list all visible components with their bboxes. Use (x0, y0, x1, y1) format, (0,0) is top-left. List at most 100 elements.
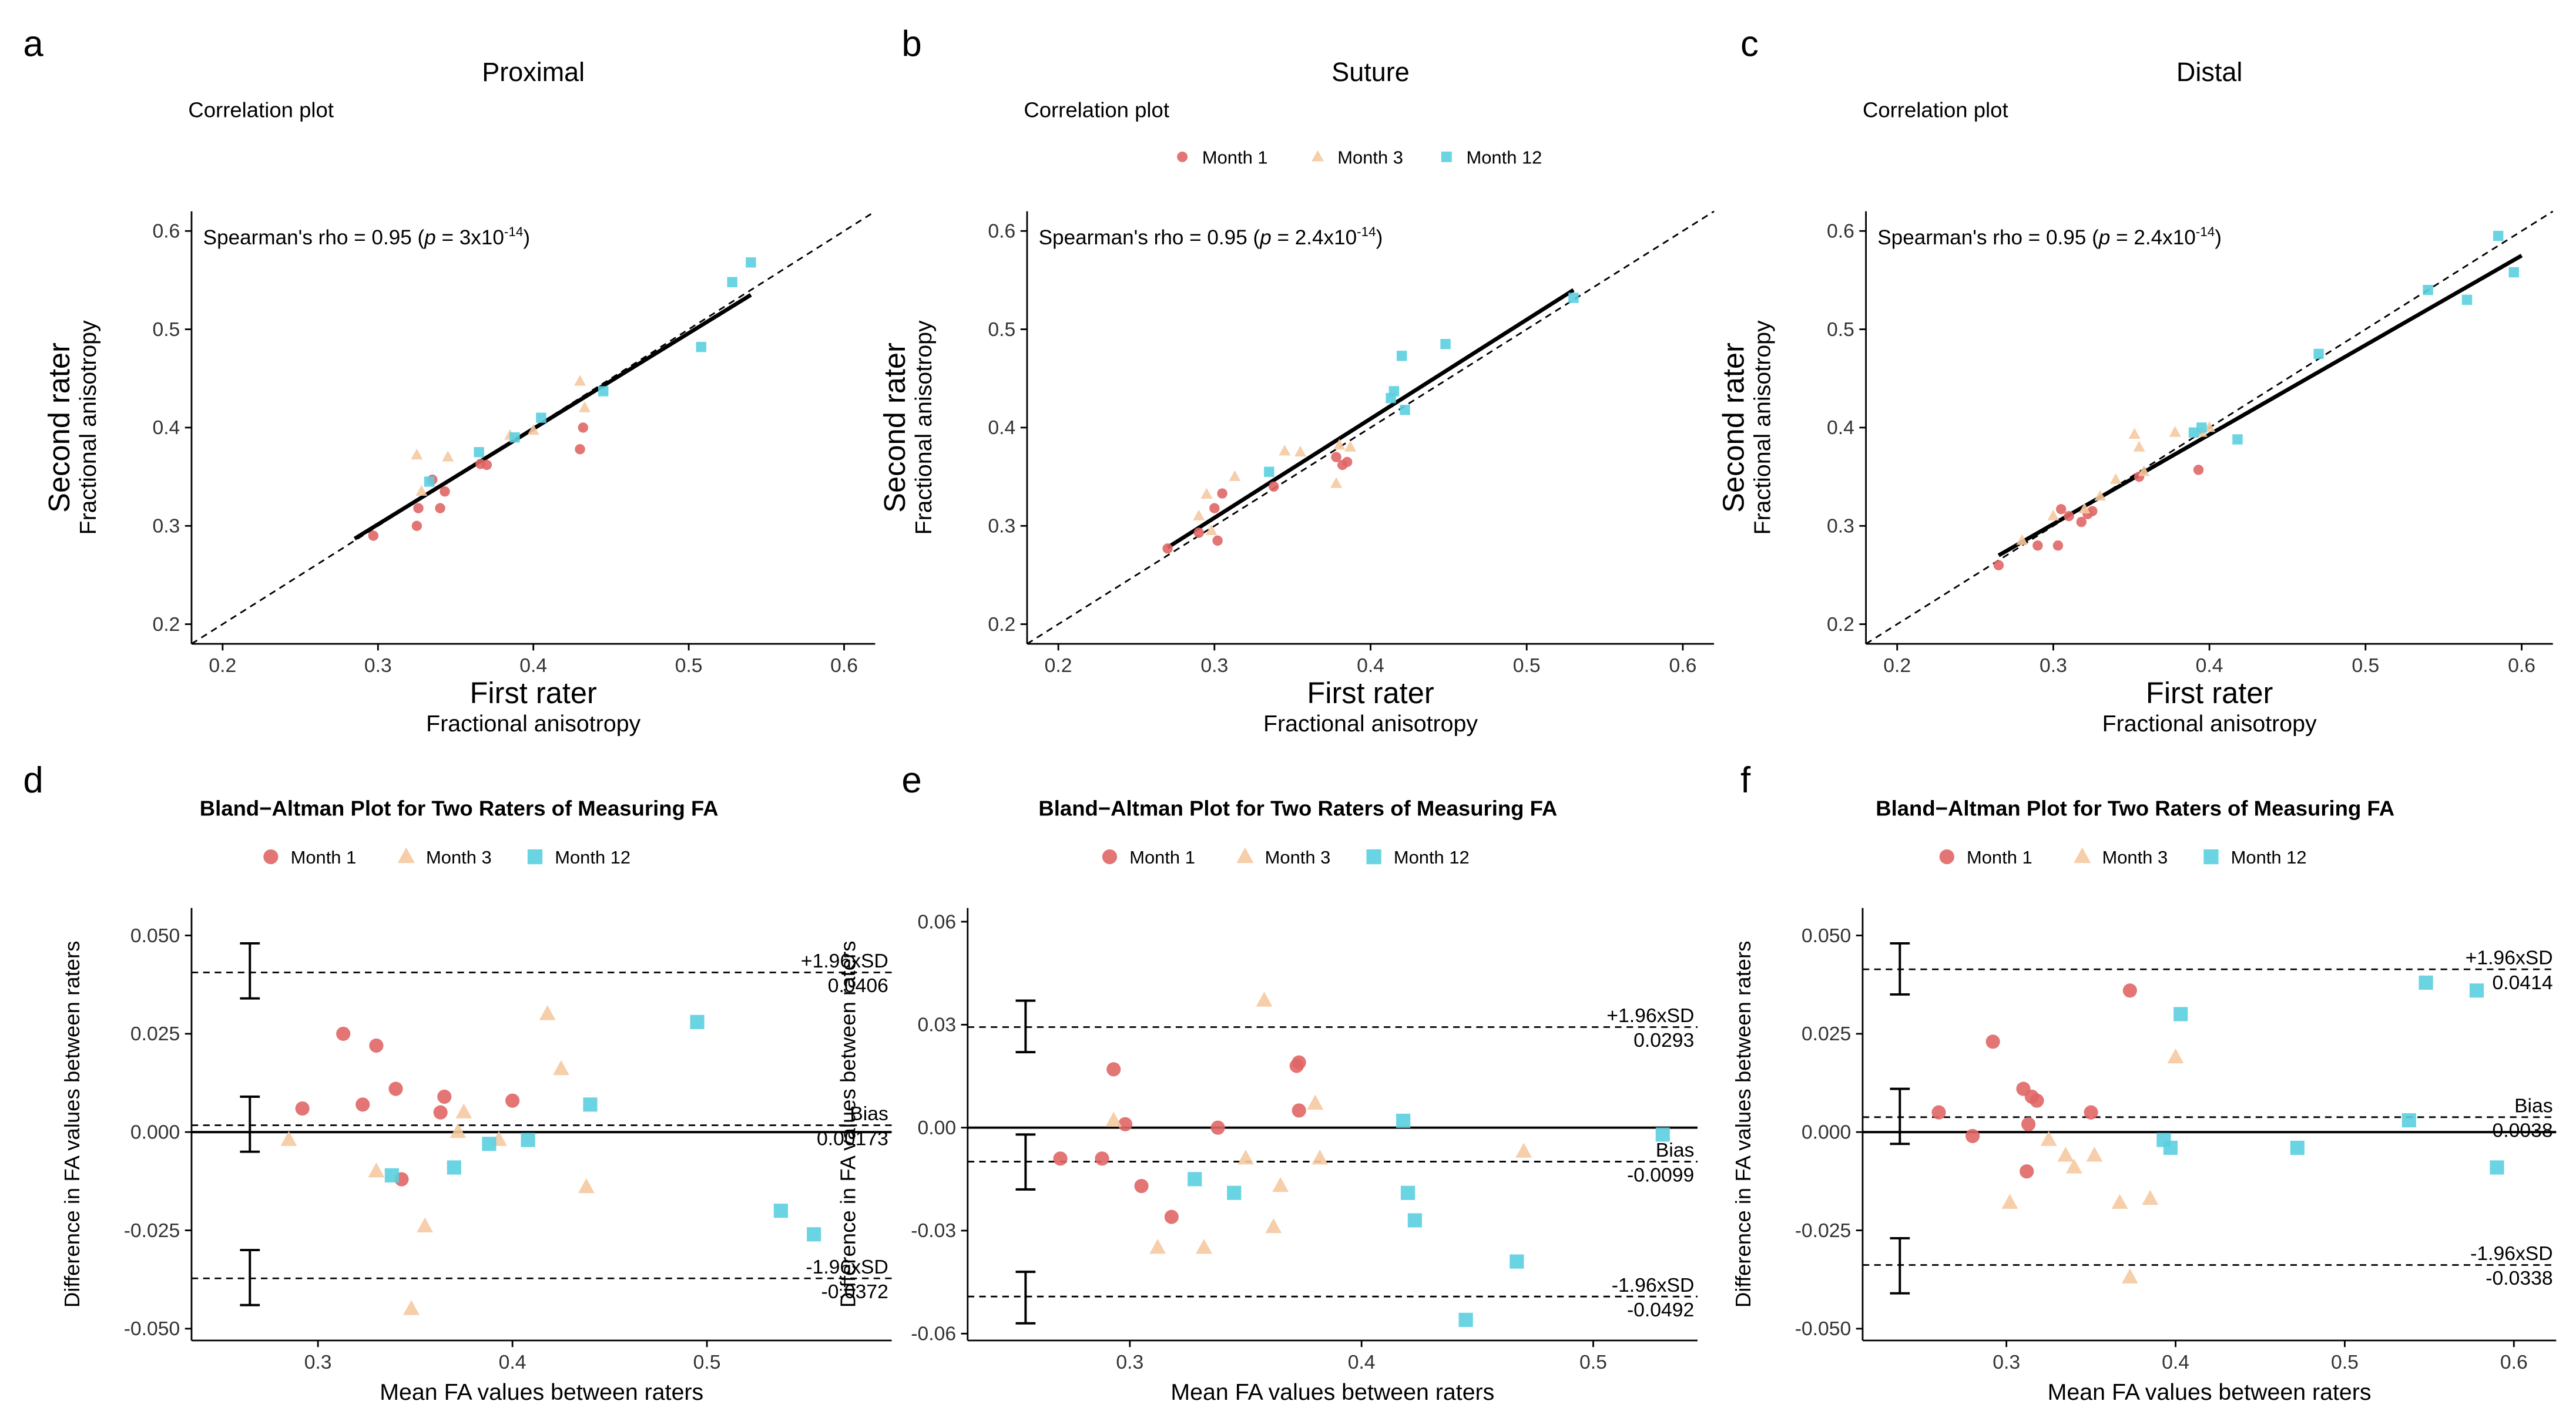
point-month-3 (1196, 1238, 1212, 1254)
panel-letter: d (23, 760, 43, 801)
point-month-1 (1177, 152, 1188, 163)
y-tick-label: 0.00 (917, 1117, 956, 1139)
point-month-3 (539, 1005, 556, 1020)
point-month-3 (578, 401, 591, 412)
y-tick-label: 0.4 (1827, 416, 1854, 439)
legend-label: Month 3 (1265, 847, 1331, 868)
x-axis-label: First rater (470, 676, 597, 710)
y-axis-sublabel: Fractional anisotropy (75, 320, 101, 535)
y-tick-label: -0.025 (1795, 1219, 1852, 1242)
y-tick-label: -0.025 (124, 1219, 180, 1242)
fit-line (1166, 288, 1575, 549)
x-tick-label: 0.4 (519, 654, 547, 677)
x-axis-sublabel: Fractional anisotropy (1263, 711, 1478, 737)
point-month-12 (2461, 294, 2473, 305)
point-month-1 (2122, 983, 2137, 998)
x-axis-label: First rater (2146, 676, 2273, 710)
y-tick-label: 0.5 (152, 318, 180, 341)
point-month-1 (2087, 506, 2098, 516)
y-axis-label: Difference in FA values between raters (1731, 941, 1755, 1308)
series-month-1 (1053, 1055, 1306, 1224)
point-month-12 (2174, 1007, 2188, 1022)
point-month-12 (2188, 427, 2199, 438)
point-month-3 (2167, 1048, 2184, 1064)
series-month-12 (384, 1014, 821, 1242)
point-month-3 (2040, 1131, 2057, 1146)
point-month-12 (773, 1204, 788, 1218)
point-month-3 (411, 448, 423, 460)
x-tick-label: 0.5 (1513, 654, 1541, 677)
point-month-3 (2078, 502, 2091, 514)
point-month-1 (1939, 849, 1954, 865)
panel-subtitle: Correlation plot (188, 98, 334, 122)
x-tick-label: 0.3 (1993, 1351, 2020, 1373)
point-month-1 (388, 1081, 403, 1096)
point-month-1 (1965, 1128, 1980, 1144)
x-tick-label: 0.2 (1883, 654, 1911, 677)
y-tick-label: 0.6 (988, 220, 1015, 242)
point-month-1 (1118, 1117, 1133, 1131)
point-month-1 (2076, 516, 2087, 527)
y-tick-label: 0.6 (152, 220, 180, 242)
ref-line-value: 0.00173 (817, 1127, 888, 1150)
point-month-1 (413, 503, 424, 513)
x-axis-sublabel: Fractional anisotropy (426, 711, 640, 737)
stats-suffix: ) (1376, 226, 1383, 249)
series-month-12 (1188, 1113, 1670, 1328)
panel-letter: b (901, 24, 921, 65)
point-month-12 (1366, 849, 1381, 865)
x-tick-label: 0.4 (499, 1351, 526, 1373)
point-month-3 (2142, 1190, 2159, 1205)
ref-line-label: Bias (850, 1103, 888, 1125)
legend-label: Month 3 (426, 847, 492, 868)
stats-p-value: = 2.4x10 (2110, 226, 2195, 249)
point-month-12 (474, 447, 484, 458)
series-month-12 (2188, 230, 2519, 445)
point-month-3 (397, 847, 415, 863)
point-month-1 (1985, 1034, 2000, 1049)
point-month-3 (1515, 1143, 1532, 1158)
x-tick-label: 0.5 (693, 1351, 721, 1373)
point-month-3 (2109, 473, 2122, 484)
point-month-12 (1188, 1172, 1202, 1187)
y-tick-label: 0.5 (988, 318, 1015, 341)
legend-label: Month 3 (2102, 847, 2168, 868)
point-month-12 (583, 1097, 598, 1112)
panel-a: a Proximal Correlation plot 0.2 0.3 0.4 0.5 0.6… (23, 24, 876, 737)
point-month-3 (1312, 1150, 1329, 1165)
point-month-3 (2128, 428, 2141, 439)
stats-exponent: -14 (504, 224, 523, 239)
point-month-3 (2065, 1158, 2082, 1174)
point-month-1 (481, 459, 492, 471)
point-month-12 (746, 257, 756, 268)
y-tick-label: 0.025 (130, 1023, 180, 1045)
stats-p-symbol: p (1259, 226, 1272, 249)
y-axis-label: Second rater (1717, 342, 1750, 513)
point-month-3 (415, 485, 428, 496)
point-month-3 (2074, 847, 2091, 863)
fit-line (1997, 254, 2523, 557)
legend: Month 1 Month 3 Month 12 (1177, 147, 1542, 167)
point-month-3 (1294, 445, 1306, 457)
point-month-3 (442, 451, 454, 462)
legend-label: Month 12 (1394, 847, 1470, 868)
panel-subtitle: Correlation plot (1024, 98, 1169, 122)
y-tick-label: 0.000 (130, 1121, 180, 1143)
point-month-3 (1200, 488, 1213, 499)
stats-p-symbol: p (2098, 226, 2111, 249)
point-month-3 (1272, 1177, 1289, 1192)
point-month-12 (1264, 466, 1274, 477)
legend: Month 1 Month 3 Month 12 (1102, 847, 1470, 868)
point-month-3 (368, 1162, 385, 1178)
y-tick-label: 0.3 (1827, 515, 1854, 537)
point-month-1 (336, 1026, 351, 1041)
point-month-1 (1209, 503, 1220, 513)
series-month-3 (411, 375, 591, 496)
point-month-12 (2163, 1140, 2178, 1155)
point-month-1 (440, 486, 450, 497)
point-month-12 (1400, 1185, 1416, 1200)
x-tick-label: 0.6 (2500, 1351, 2528, 1373)
ref-line-value: -0.0099 (1627, 1164, 1694, 1186)
point-month-1 (1212, 535, 1223, 546)
